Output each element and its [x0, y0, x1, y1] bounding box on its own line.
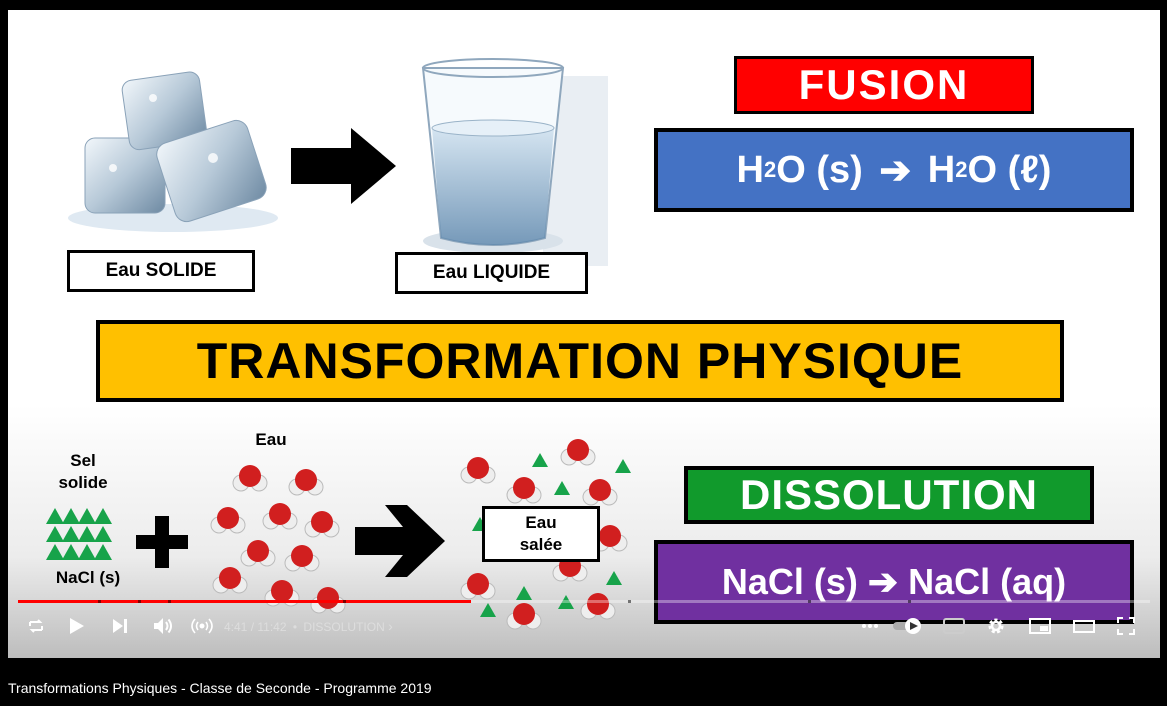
miniplayer-icon[interactable] [1028, 614, 1052, 638]
next-icon[interactable] [110, 614, 130, 638]
dissolution-label: DISSOLUTION [684, 466, 1094, 524]
ice-cubes-image [68, 71, 278, 232]
svg-text:CC: CC [948, 623, 960, 632]
arrow-right-icon [291, 128, 396, 204]
more-icon[interactable] [860, 614, 880, 638]
chapter-marker [908, 600, 911, 603]
play-icon[interactable] [66, 614, 86, 638]
loop-icon[interactable] [26, 614, 46, 638]
volume-icon[interactable] [152, 614, 174, 638]
arrow-right-icon [355, 505, 445, 577]
chapter-marker [168, 600, 171, 603]
progress-played [18, 600, 471, 603]
fullscreen-icon[interactable] [1116, 614, 1136, 638]
plus-icon [136, 516, 188, 568]
water-molecules-image [210, 464, 346, 614]
theater-icon[interactable] [1072, 614, 1096, 638]
salt-solid-label: Sel solide [58, 451, 108, 492]
water-label: Eau [255, 430, 287, 449]
solid-water-label: Eau SOLIDE [67, 250, 255, 292]
chapter-marker [628, 600, 631, 603]
video-title: Transformations Physiques - Classe de Se… [8, 680, 432, 696]
autoplay-toggle[interactable] [892, 614, 924, 638]
fusion-label: FUSION [734, 56, 1034, 114]
liquid-water-label: Eau LIQUIDE [395, 252, 588, 294]
time-display: 4:41 / 11:42 • DISSOLUTION › [224, 618, 393, 634]
salty-water-label: Eau salée [482, 506, 600, 562]
salt-crystals-image [46, 508, 112, 560]
chapter-marker [138, 600, 141, 603]
live-icon[interactable] [190, 614, 214, 638]
slide-title: TRANSFORMATION PHYSIQUE [96, 320, 1064, 402]
chapter-marker [808, 600, 811, 603]
dissolution-equation: NaCl (s) ➔ NaCl (aq) [654, 540, 1134, 624]
gear-icon[interactable] [986, 614, 1006, 638]
glass-of-water-image [421, 58, 608, 266]
cc-icon[interactable]: CC [942, 614, 966, 638]
nacl-solid-label: NaCl (s) [55, 568, 121, 587]
progress-bar[interactable] [18, 600, 1150, 603]
chapter-title[interactable]: DISSOLUTION › [303, 618, 393, 634]
chapter-marker [343, 600, 346, 603]
chapter-marker [98, 600, 101, 603]
player-controls: 4:41 / 11:42 • DISSOLUTION › CC [8, 600, 1160, 658]
